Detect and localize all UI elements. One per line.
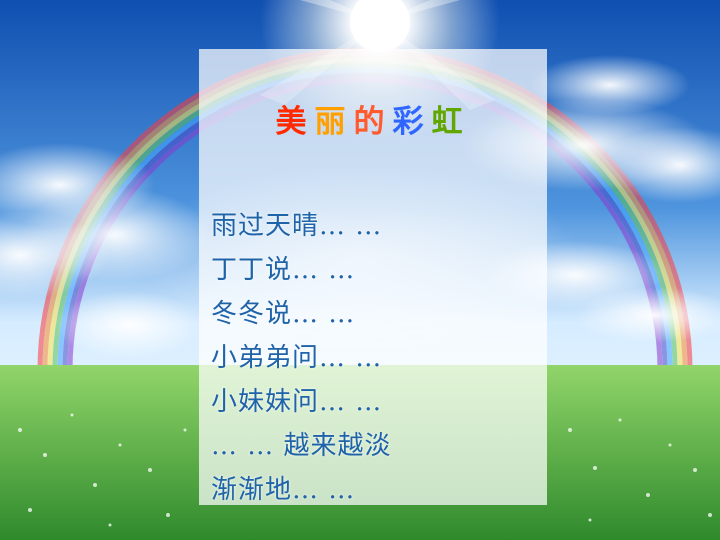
poem-line: … … 越来越淡 [211,431,392,461]
grass-flowers [18,413,712,527]
poem-lines: 雨过天晴… … 丁丁说… … 冬冬说… … 小弟弟问… … 小妹妹问… … … … [211,204,392,512]
title-char: 彩 [392,104,432,140]
poem-line: 雨过天晴… … [211,211,383,241]
poem-line: 小妹妹问… … [211,387,383,417]
poem-panel: 美丽的彩虹 雨过天晴… … 丁丁说… … 冬冬说… … 小弟弟问… … 小妹妹问… [199,49,547,505]
poem-line: 小弟弟问… … [211,343,383,373]
poem-line: 渐渐地… … [211,475,356,505]
poem-line: 冬冬说… … [211,299,356,329]
title-char: 美 [275,104,315,140]
poem-line: 丁丁说… … [211,255,356,285]
title-char: 虹 [431,104,471,140]
title-char: 的 [353,104,393,140]
title-char: 丽 [314,104,354,140]
page-title: 美丽的彩虹 [199,107,547,138]
